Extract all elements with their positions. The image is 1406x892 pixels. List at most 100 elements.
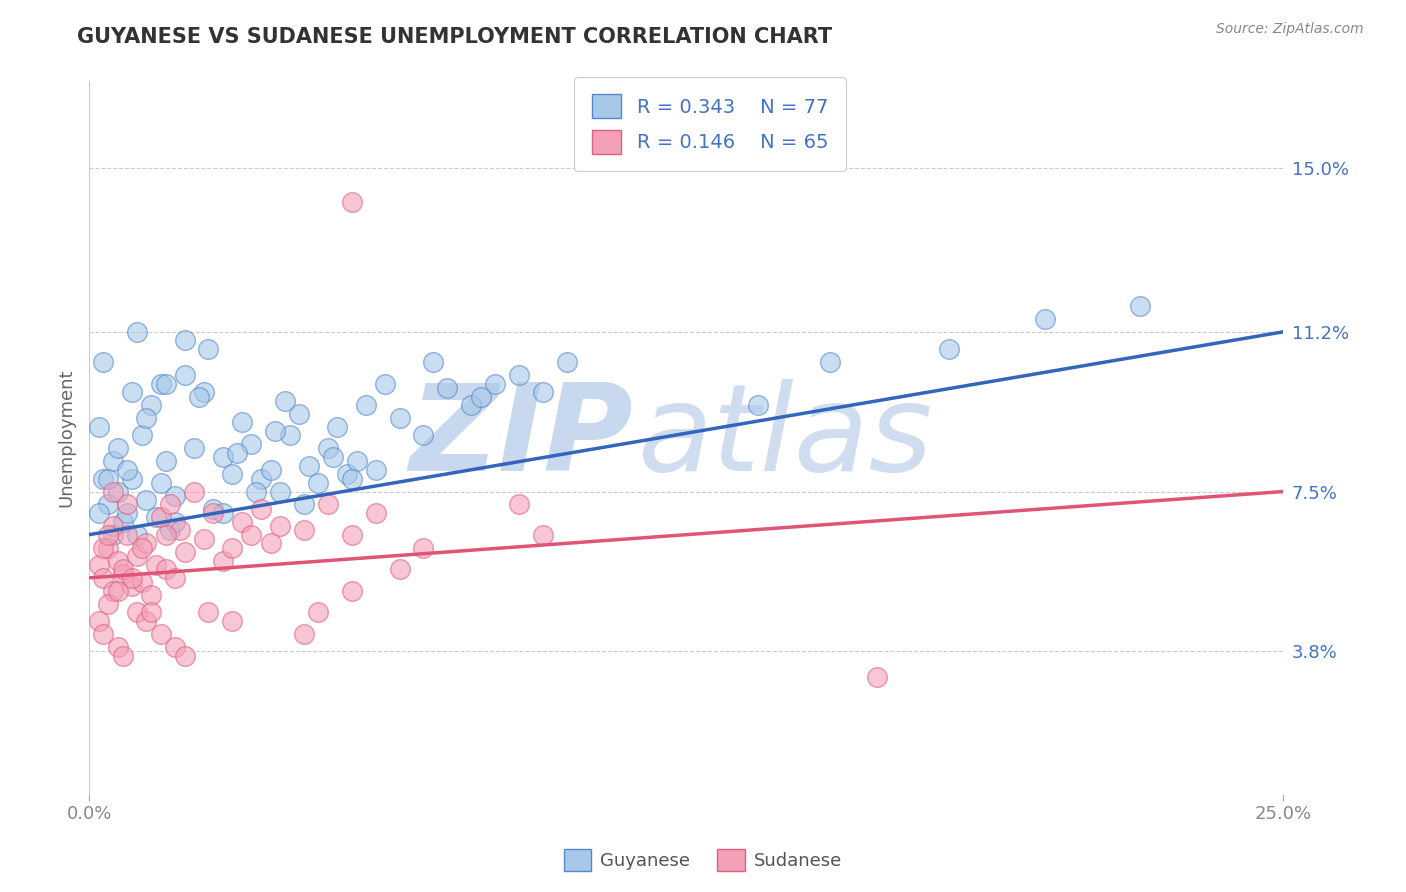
Point (278, 428, 301, 442)
Point (340, 527, 363, 541)
Point (149, 627, 172, 641)
Point (555, 355, 578, 369)
Point (336, 467, 359, 482)
Point (183, 484, 205, 499)
Point (231, 416, 253, 430)
Point (211, 506, 233, 520)
Point (531, 385, 554, 400)
Point (288, 407, 311, 421)
Point (135, 411, 157, 425)
Point (202, 506, 225, 520)
Point (211, 450, 233, 464)
Point (87, 558, 110, 572)
Point (107, 484, 129, 499)
Point (107, 442, 129, 456)
Text: atlas: atlas (638, 379, 934, 496)
Point (292, 498, 315, 512)
Point (121, 472, 143, 486)
Point (866, 670, 889, 684)
Point (292, 524, 315, 538)
Point (169, 524, 191, 538)
Text: ZIP: ZIP (409, 379, 633, 496)
Point (340, 472, 363, 486)
Point (121, 579, 143, 593)
Point (97, 597, 120, 611)
Point (173, 545, 195, 559)
Point (250, 472, 273, 486)
Point (87, 506, 110, 520)
Point (422, 355, 444, 369)
Point (155, 376, 177, 391)
Point (307, 475, 329, 490)
Point (326, 419, 349, 434)
Y-axis label: Unemployment: Unemployment (58, 368, 75, 507)
Point (388, 411, 411, 425)
Point (364, 463, 387, 477)
Point (269, 519, 291, 533)
Legend: R = 0.343    N = 77, R = 0.146    N = 65: R = 0.343 N = 77, R = 0.146 N = 65 (575, 77, 846, 171)
Point (121, 385, 143, 400)
Point (197, 606, 219, 620)
Point (938, 342, 960, 356)
Text: Source: ZipAtlas.com: Source: ZipAtlas.com (1216, 22, 1364, 37)
Legend: Guyanese, Sudanese: Guyanese, Sudanese (557, 842, 849, 879)
Point (165, 640, 187, 654)
Point (316, 498, 339, 512)
Point (135, 493, 157, 508)
Point (508, 498, 530, 512)
Point (93, 541, 115, 555)
Point (202, 501, 225, 516)
Point (259, 536, 281, 550)
Point (231, 515, 253, 529)
Point (145, 510, 167, 524)
Point (87, 419, 110, 434)
Point (131, 541, 153, 555)
Point (97, 472, 120, 486)
Point (97, 498, 120, 512)
Point (316, 442, 339, 456)
Point (354, 398, 377, 412)
Point (508, 368, 530, 382)
Point (149, 475, 172, 490)
Point (221, 614, 243, 628)
Point (165, 515, 187, 529)
Point (101, 527, 124, 541)
Point (111, 648, 134, 663)
Point (274, 393, 297, 408)
Point (117, 527, 139, 541)
Point (346, 454, 368, 468)
Point (149, 376, 172, 391)
Point (412, 541, 434, 555)
Point (111, 566, 134, 581)
Point (307, 606, 329, 620)
Point (97, 541, 120, 555)
Point (250, 501, 273, 516)
Point (131, 428, 153, 442)
Point (412, 428, 434, 442)
Point (111, 515, 134, 529)
Point (173, 648, 195, 663)
Point (173, 334, 195, 348)
Point (193, 385, 215, 400)
Point (436, 381, 458, 395)
Point (340, 195, 363, 210)
Point (531, 527, 554, 541)
Point (1033, 311, 1056, 326)
Point (173, 368, 195, 382)
Point (226, 445, 249, 459)
Point (107, 583, 129, 598)
Point (101, 519, 124, 533)
Point (322, 450, 344, 464)
Point (818, 355, 841, 369)
Point (165, 571, 187, 585)
Point (484, 376, 506, 391)
Point (292, 627, 315, 641)
Point (125, 527, 148, 541)
Point (340, 583, 363, 598)
Point (197, 342, 219, 356)
Point (141, 588, 163, 602)
Point (159, 524, 181, 538)
Point (97, 527, 120, 541)
Text: GUYANESE VS SUDANESE UNEMPLOYMENT CORRELATION CHART: GUYANESE VS SUDANESE UNEMPLOYMENT CORREL… (77, 27, 832, 46)
Point (460, 398, 482, 412)
